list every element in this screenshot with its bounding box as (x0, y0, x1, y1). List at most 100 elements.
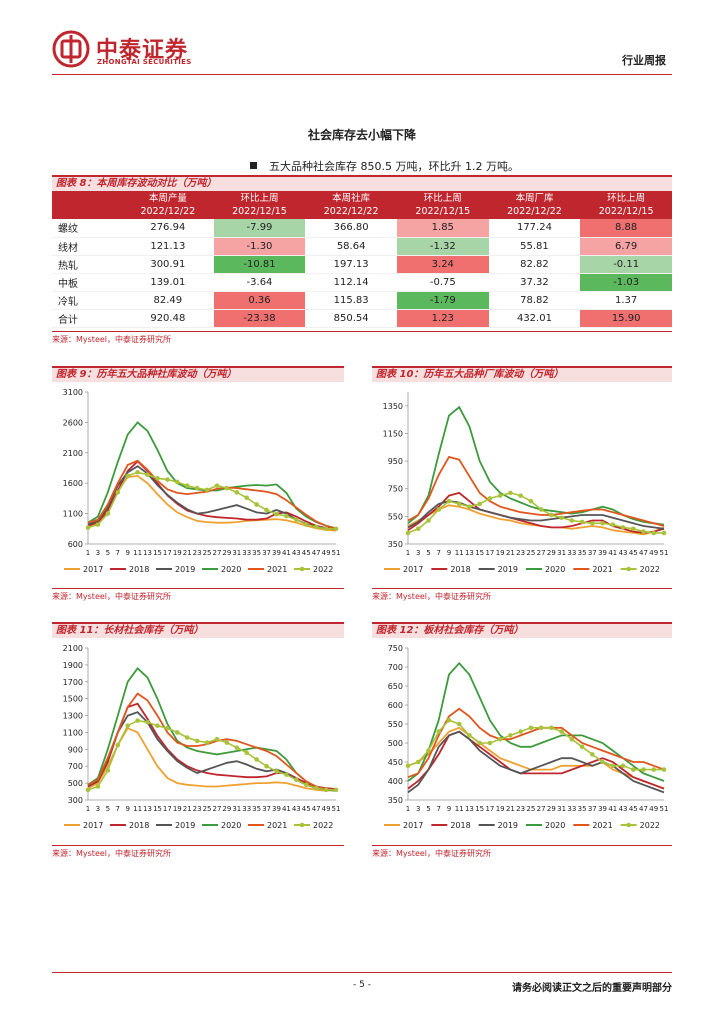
series-point-2022 (436, 729, 442, 734)
x-tick-label: 1 (406, 805, 410, 813)
x-tick-label: 29 (222, 805, 231, 813)
series-point-2022 (165, 725, 170, 731)
table-cell: -0.11 (580, 255, 672, 274)
series-point-2022 (85, 787, 91, 793)
x-tick-label: 41 (608, 805, 617, 813)
series-point-2022 (174, 479, 180, 485)
series-point-2022 (415, 759, 421, 765)
figure-12-title: 图表 12：板材社会库存（万吨） (372, 622, 672, 638)
figure-12-rule (372, 845, 672, 846)
x-tick-label: 17 (485, 805, 494, 813)
table-cell: 197.13 (305, 255, 397, 274)
y-tick-label: 1300 (63, 712, 83, 721)
figure-10-source: 来源：Mysteel，中泰证券研究所 (372, 592, 492, 601)
x-tick-label: 27 (212, 805, 221, 813)
table-cell: -7.99 (213, 219, 306, 238)
legend-label: 2022 (313, 565, 333, 574)
y-tick-label: 1500 (63, 695, 83, 704)
series-point-2022 (284, 513, 289, 519)
x-tick-label: 43 (292, 549, 301, 557)
legend-label: 2017 (83, 821, 103, 830)
series-point-2022 (125, 473, 130, 479)
x-tick-label: 3 (96, 805, 100, 813)
series-point-2022 (477, 740, 482, 746)
x-tick-label: 33 (567, 549, 576, 557)
table-cell: -0.75 (396, 273, 489, 292)
x-tick-label: 47 (312, 805, 321, 813)
y-tick-label: 1100 (63, 510, 83, 519)
legend-label: 2018 (450, 565, 470, 574)
series-point-2022 (224, 740, 230, 745)
y-tick-label: 550 (388, 512, 403, 521)
x-tick-label: 17 (163, 549, 172, 557)
summary-text: 五大品种社会库存 850.5 万吨，环比升 1.2 万吨。 (269, 160, 519, 173)
header-label: 本周社库 (332, 193, 371, 204)
row-label: 冷轧 (52, 291, 122, 310)
x-tick-label: 9 (447, 549, 451, 557)
series-point-2022 (135, 718, 140, 723)
row-label: 螺纹 (52, 219, 122, 238)
series-point-2022 (244, 750, 250, 756)
x-tick-label: 1 (86, 549, 90, 557)
x-tick-label: 11 (133, 549, 142, 557)
x-tick-label: 13 (143, 549, 152, 557)
table-cell: 15.90 (580, 309, 672, 328)
series-point-2022 (497, 736, 503, 742)
zhongtai-logo-icon (52, 30, 90, 68)
table-cell: -3.64 (213, 273, 306, 292)
legend-label: 2019 (175, 821, 195, 830)
y-tick-label: 1150 (383, 429, 403, 438)
legend-label: 2019 (498, 565, 518, 574)
x-tick-label: 43 (619, 805, 628, 813)
table-cell: -10.81 (213, 255, 306, 274)
series-point-2022 (323, 526, 329, 532)
series-point-2022 (590, 752, 595, 757)
series-point-2022 (426, 518, 431, 523)
legend-marker (299, 822, 305, 828)
table-cell: 300.91 (122, 255, 214, 274)
y-tick-label: 350 (388, 540, 403, 549)
table-bottom-rule (52, 331, 672, 332)
y-tick-label: 1350 (383, 402, 403, 411)
summary-line: 五大品种社会库存 850.5 万吨，环比升 1.2 万吨。 (250, 158, 519, 174)
legend-label: 2019 (498, 821, 518, 830)
series-point-2022 (641, 529, 646, 534)
series-point-2022 (661, 530, 667, 536)
y-tick-label: 750 (388, 644, 403, 653)
x-tick-label: 29 (547, 805, 556, 813)
x-tick-label: 51 (660, 549, 669, 557)
series-point-2022 (214, 483, 220, 488)
series-point-2022 (254, 502, 259, 507)
x-tick-label: 39 (598, 805, 607, 813)
table-row: 冷轧 82.49 0.36 115.83 -1.79 78.82 1.37 (52, 291, 672, 310)
x-tick-label: 13 (143, 805, 152, 813)
y-tick-label: 500 (68, 779, 83, 788)
series-point-2022 (254, 757, 259, 762)
series-point-2022 (538, 507, 544, 512)
series-point-2022 (115, 490, 121, 495)
series-point-2022 (214, 736, 220, 742)
series-point-2022 (264, 507, 269, 513)
table-cell: 366.80 (305, 219, 397, 238)
figure-9-title: 图表 9：历年五大品种社库波动（万吨） (52, 366, 344, 382)
series-point-2022 (549, 725, 554, 731)
series-point-2022 (244, 495, 250, 501)
series-point-2022 (641, 767, 646, 772)
series-point-2022 (405, 530, 411, 536)
table-cell: 8.88 (580, 219, 672, 238)
header-date: 2022/12/15 (232, 206, 287, 217)
table-cell: 112.14 (305, 273, 397, 292)
series-point-2022 (446, 498, 452, 504)
header-date: 2022/12/22 (140, 206, 196, 217)
x-tick-label: 49 (649, 805, 658, 813)
x-tick-label: 37 (262, 549, 271, 557)
x-tick-label: 15 (475, 549, 484, 557)
x-tick-label: 25 (526, 805, 535, 813)
x-tick-label: 7 (116, 549, 120, 557)
x-tick-label: 21 (506, 549, 515, 557)
x-tick-label: 27 (212, 549, 221, 557)
table-cell: 82.82 (488, 255, 581, 274)
series-point-2022 (194, 485, 200, 491)
table-cell: 78.82 (488, 291, 581, 310)
